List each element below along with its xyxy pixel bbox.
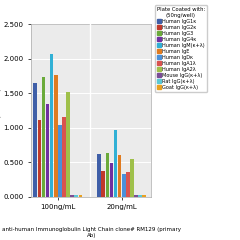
Bar (106, 153, 109, 197)
Bar (126, 172, 130, 197)
Bar (37, 120, 41, 197)
Bar (33, 83, 37, 197)
Bar (118, 155, 121, 197)
Bar (138, 195, 142, 197)
Bar (58, 125, 62, 197)
Bar (66, 92, 70, 197)
Text: anti-human Immunoglobulin Light Chain clone# RM129 (primary Ab): anti-human Immunoglobulin Light Chain cl… (2, 227, 181, 238)
Bar (70, 195, 74, 197)
Bar (134, 195, 138, 197)
Bar (122, 174, 126, 197)
Legend: Human IgG1κ, Human IgG2κ, Human IgG3, Human IgG4κ, Human IgM(κ+λ), Human IgE, Hu: Human IgG1κ, Human IgG2κ, Human IgG3, Hu… (155, 5, 207, 92)
Bar (110, 163, 113, 197)
Bar (97, 154, 101, 197)
Bar (130, 159, 134, 197)
Bar (46, 104, 49, 197)
Bar (54, 75, 58, 197)
Bar (74, 195, 78, 197)
Bar (50, 54, 54, 197)
Bar (114, 131, 117, 197)
Bar (102, 171, 105, 197)
Bar (143, 195, 146, 197)
Bar (62, 117, 66, 197)
Bar (42, 77, 45, 197)
Bar (78, 195, 82, 197)
